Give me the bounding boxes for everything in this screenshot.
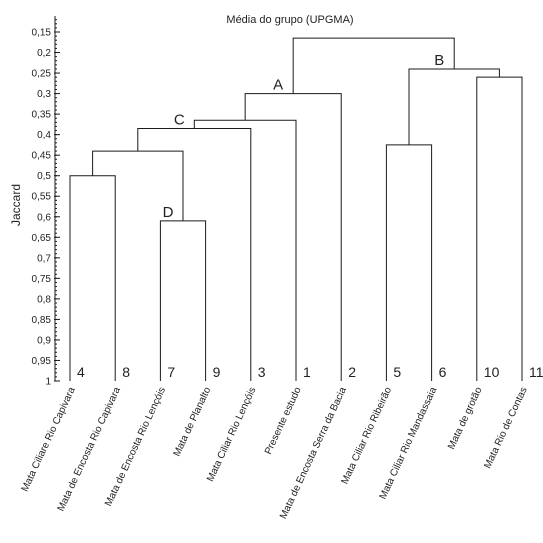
leaf-number: 3 — [258, 364, 266, 380]
chart-title: Média do grupo (UPGMA) — [226, 14, 353, 26]
y-tick-label: 0,45 — [32, 151, 52, 162]
y-tick-label: 0,9 — [37, 335, 51, 346]
leaf-number: 9 — [213, 364, 221, 380]
y-tick-label: 0,55 — [32, 192, 52, 203]
leaf-number: 8 — [122, 364, 130, 380]
leaf-number: 6 — [439, 364, 447, 380]
leaf-number: 10 — [484, 364, 500, 380]
y-tick-label: 0,4 — [37, 130, 51, 141]
y-tick-label: 1 — [45, 377, 51, 388]
leaf-name-label: Mata Ciliar Rio Lençóis — [205, 386, 258, 484]
y-tick-label: 0,35 — [32, 110, 52, 121]
y-tick-label: 0,8 — [37, 294, 51, 305]
leaf-number: 11 — [529, 364, 543, 380]
dendrogram-link — [92, 150, 184, 221]
y-tick-label: 0,25 — [32, 69, 52, 80]
leaf-number: 1 — [303, 364, 311, 380]
cluster-letter-label: D — [163, 204, 174, 221]
dendrogram-link — [408, 68, 500, 145]
y-axis-label: Jaccard — [9, 184, 23, 226]
leaf-number: 2 — [348, 364, 356, 380]
cluster-labels: A B C D — [163, 52, 445, 221]
dendrogram-link — [159, 220, 207, 381]
leaf-number: 7 — [167, 364, 175, 380]
cluster-letter-label: C — [174, 111, 185, 128]
dendrogram-links — [69, 37, 523, 381]
leaf-name-label: Mata de Planalto — [172, 385, 214, 458]
leaf-name-label: Mata Ciliar Rio Ribeirão — [340, 385, 395, 486]
dendrogram-link — [69, 175, 116, 381]
leaf-name-label: Mata Rio de Contas — [482, 386, 529, 471]
y-axis: 0,15 0,2 0,25 0,3 0,35 0,4 0,45 0,5 0,55 0,6 0,65 0… — [32, 16, 60, 388]
y-tick-label: 0,6 — [37, 212, 51, 223]
y-tick-label: 0,15 — [32, 28, 52, 39]
y-tick-label: 0,85 — [32, 315, 52, 326]
leaf-number: 4 — [77, 364, 85, 380]
y-tick-label: 0,65 — [32, 233, 52, 244]
leaf-name-label: Mata de grotão — [446, 385, 485, 451]
dendrogram-link — [292, 37, 455, 94]
dendrogram-link — [244, 93, 342, 381]
leaf-number: 5 — [393, 364, 401, 380]
cluster-letter-label: A — [273, 77, 283, 94]
y-tick-label: 0,95 — [32, 356, 52, 367]
dendrogram-link — [476, 76, 523, 381]
dendrogram-link — [137, 127, 252, 381]
y-tick-label: 0,2 — [37, 48, 51, 59]
leaf-name-label: Presente estudo — [263, 385, 304, 456]
cluster-letter-label: B — [434, 52, 444, 69]
dendrogram-link — [193, 119, 297, 381]
y-tick-label: 0,5 — [37, 171, 51, 182]
y-tick-label: 0,3 — [37, 89, 51, 100]
dendrogram-link — [385, 144, 433, 381]
y-tick-label: 0,75 — [32, 274, 52, 285]
y-tick-label: 0,7 — [37, 253, 51, 264]
